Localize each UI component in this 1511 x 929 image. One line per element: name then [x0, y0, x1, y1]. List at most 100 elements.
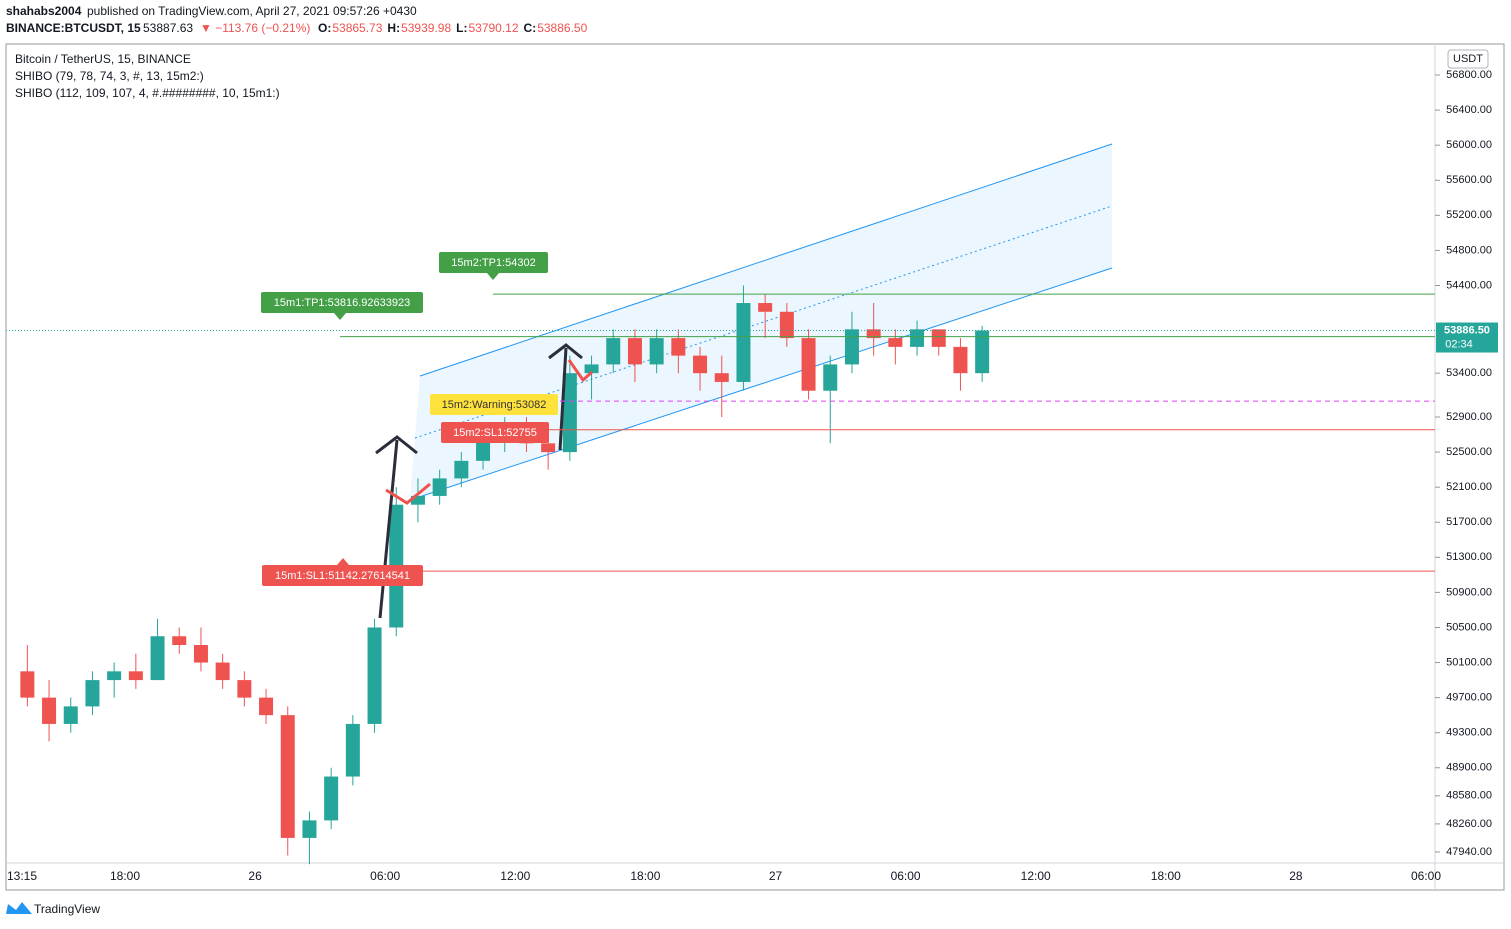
y-tick-label: 56400.00: [1446, 104, 1492, 116]
y-tick-label: 48260.00: [1446, 818, 1492, 830]
candle-body: [432, 478, 447, 496]
channel-fill: [410, 144, 1112, 500]
candle-body: [367, 627, 382, 724]
candle-body: [128, 671, 143, 681]
candle-body: [562, 373, 577, 453]
candle-body: [193, 645, 208, 663]
candle-body: [714, 373, 729, 382]
level-label: 15m2:Warning:53082: [442, 399, 547, 411]
x-tick-label: 27: [769, 869, 783, 883]
level-label: 15m2:SL1:52755: [453, 427, 537, 439]
arrows: [375, 343, 593, 619]
arrow-up: [558, 347, 568, 451]
x-tick-label: 06:00: [891, 869, 921, 883]
arrow-head: [548, 343, 583, 360]
x-tick-label: 28: [1289, 869, 1303, 883]
ohlc-value: 53939.98: [401, 21, 451, 35]
logo: [6, 902, 32, 914]
y-tick-label: 54400.00: [1446, 279, 1492, 291]
ohlc-value: 53865.73: [332, 21, 382, 35]
candle-body: [649, 338, 664, 365]
ohlc-label: C:: [524, 21, 537, 35]
ohlc-value: 53790.12: [468, 21, 518, 35]
countdown: 02:34: [1445, 338, 1473, 350]
footer-brand: TradingView: [34, 902, 100, 916]
x-tick-label: 18:00: [110, 869, 140, 883]
y-tick-label: 50100.00: [1446, 656, 1492, 668]
published: published on TradingView.com, April 27, …: [87, 4, 417, 18]
author: shahabs2004: [6, 4, 82, 18]
candle-body: [758, 303, 773, 312]
symbol: BINANCE:BTCUSDT, 15: [6, 21, 141, 35]
y-tick-label: 56000.00: [1446, 139, 1492, 151]
candle-body: [280, 715, 295, 838]
candle-body: [866, 329, 881, 339]
y-tick-label: 52900.00: [1446, 411, 1492, 423]
arrow-head: [375, 435, 418, 455]
candle-body: [910, 329, 925, 347]
level-pointer: [334, 313, 346, 320]
ohlc-label: L:: [456, 21, 467, 35]
level-label-box: [441, 422, 549, 443]
y-tick-label: 56800.00: [1446, 69, 1492, 81]
ohlc-value: 53886.50: [537, 21, 587, 35]
symbol-line: BINANCE:BTCUSDT, 15 53887.63 ▼ −113.76 (…: [6, 21, 310, 35]
candle-body: [779, 311, 794, 339]
y-tick-label: 53400.00: [1446, 367, 1492, 379]
legend-indicator: SHIBO (112, 109, 107, 4, #.########, 10,…: [15, 86, 280, 100]
candle-body: [410, 495, 425, 505]
candle-body: [42, 697, 57, 724]
candle-body: [345, 723, 360, 777]
candle-body: [606, 338, 621, 365]
y-tick-label: 51700.00: [1446, 516, 1492, 528]
candle-body: [975, 330, 990, 374]
candle-body: [150, 636, 165, 681]
candle-body: [324, 776, 339, 821]
candle-body: [20, 671, 35, 698]
x-tick-label: 18:00: [630, 869, 660, 883]
level-label-box: [262, 565, 423, 586]
y-tick-label: 54800.00: [1446, 244, 1492, 256]
y-tick-label: 55600.00: [1446, 174, 1492, 186]
x-tick-label: 06:00: [1411, 869, 1441, 883]
candle-body: [302, 820, 317, 838]
candle-body: [454, 460, 469, 479]
x-tick-label: 26: [248, 869, 262, 883]
candle-body: [844, 329, 859, 365]
candle-body: [584, 364, 599, 374]
level-label: 15m1:SL1:51142.27614541: [275, 570, 410, 582]
candle-body: [801, 338, 816, 391]
candle-body: [693, 355, 708, 374]
ohlc-label: O:: [318, 21, 331, 35]
candle-body: [172, 636, 187, 646]
y-tick-label: 55200.00: [1446, 209, 1492, 221]
y-tick-label: 48580.00: [1446, 790, 1492, 802]
y-tick-label: 48900.00: [1446, 762, 1492, 774]
candle-body: [671, 338, 686, 356]
arrow-down: [385, 482, 431, 505]
candles: [20, 285, 990, 865]
y-tick-label: 49300.00: [1446, 727, 1492, 739]
y-tick-label: 50900.00: [1446, 586, 1492, 598]
y-tick-label: 47940.00: [1446, 846, 1492, 858]
x-tick-label: 06:00: [370, 869, 400, 883]
y-tick-label: 51300.00: [1446, 551, 1492, 563]
price-label: 53886.50: [1444, 324, 1490, 336]
y-tick-label: 52500.00: [1446, 446, 1492, 458]
candle-body: [107, 671, 122, 681]
candle-body: [888, 338, 903, 347]
level-pointer: [337, 558, 349, 565]
candle-body: [627, 338, 642, 365]
candle-body: [931, 329, 946, 347]
level-label: 15m2:TP1:54302: [451, 257, 535, 269]
candle-body: [215, 662, 230, 681]
candle-body: [63, 706, 78, 724]
currency: USDT: [1453, 53, 1483, 65]
level-pointer: [487, 273, 499, 280]
x-tick-label: 12:00: [500, 869, 530, 883]
candle-body: [541, 443, 556, 453]
price-label-box: [1436, 322, 1498, 353]
candle-body: [953, 346, 968, 374]
